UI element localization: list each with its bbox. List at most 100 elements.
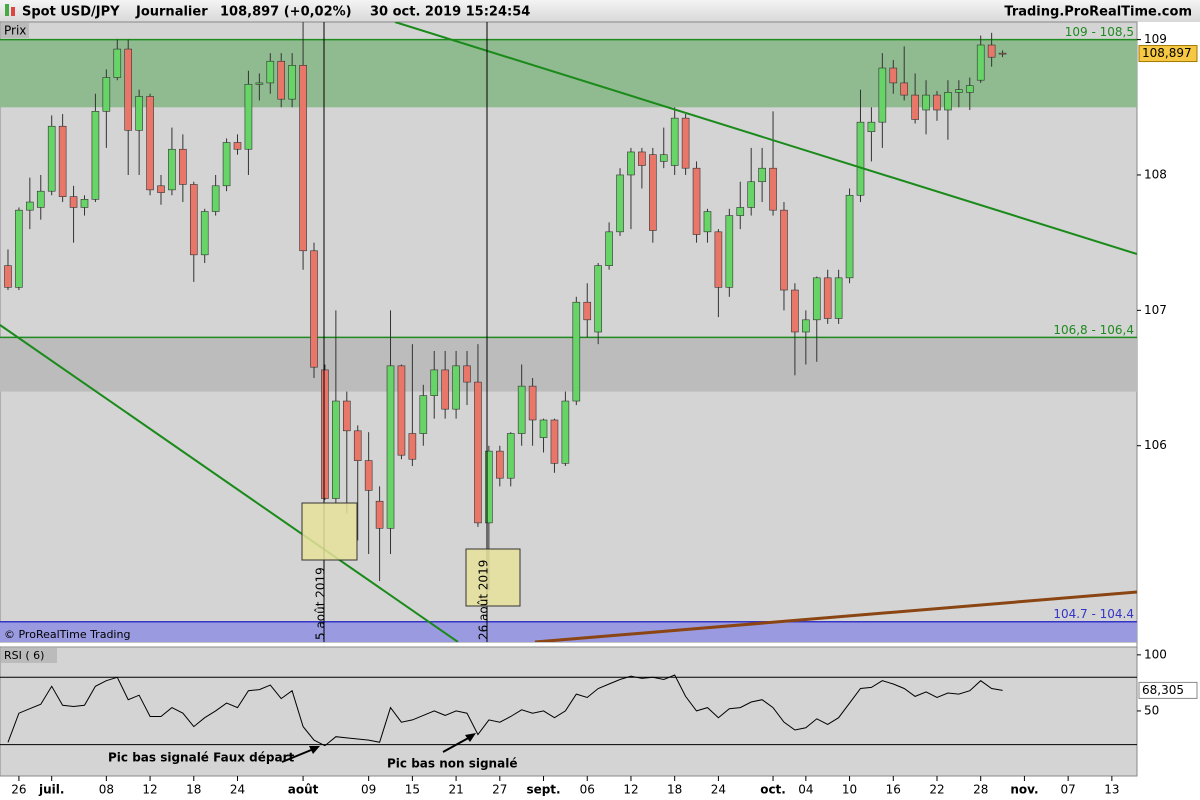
x-tick-label: sept. [526, 783, 560, 797]
candle-body [736, 207, 745, 216]
rsi-panel [0, 646, 1138, 777]
header-bar [0, 0, 1200, 22]
period: Journalier [135, 5, 208, 20]
y-tick-label: 107 [1144, 303, 1167, 317]
y-tick-label: 108 [1144, 167, 1167, 181]
candle-body [627, 151, 635, 176]
candle-body [36, 190, 45, 208]
candle-body [463, 365, 471, 383]
x-tick-label: 26 [11, 783, 26, 797]
arrow-head [465, 733, 476, 742]
candle-body [976, 44, 985, 81]
date-annotation: 5 août 2019 [314, 567, 328, 640]
candle-body [878, 67, 887, 123]
candle-body [419, 395, 428, 434]
candle-body [146, 96, 154, 191]
annotation: Pic bas non signalé [387, 757, 517, 771]
x-tick-label: août [288, 783, 319, 797]
candle-body [561, 400, 570, 464]
candle-body [80, 199, 89, 208]
candle-body [845, 194, 854, 279]
candle-body [233, 142, 242, 150]
x-tick-label: 06 [580, 783, 595, 797]
candle-body [408, 433, 417, 460]
candle-body [200, 211, 209, 256]
zone-label: 106,8 - 106,4 [1053, 323, 1134, 337]
zone [0, 337, 1137, 392]
trend-line [0, 324, 459, 642]
candle-body [288, 65, 296, 100]
trend-line [394, 22, 1137, 255]
candle-body [452, 365, 460, 410]
zone [0, 621, 1137, 642]
candle-body [714, 231, 723, 288]
candle-body [867, 121, 876, 132]
site: Trading.ProRealTime.com [1004, 5, 1192, 20]
candle-body [441, 369, 449, 410]
candle-body [670, 117, 679, 166]
x-tick-label: 15 [405, 783, 420, 797]
candle-body [965, 85, 974, 93]
candle-body [179, 148, 187, 185]
candle-body [605, 231, 613, 266]
candle-body [474, 381, 482, 524]
candle-body [922, 94, 930, 111]
candle-body [244, 83, 253, 150]
y-tick-label: 100 [1144, 647, 1167, 661]
label-tag [1, 648, 57, 663]
candle-body [397, 365, 406, 456]
x-tick-label: 04 [798, 783, 813, 797]
x-tick-label: nov. [1010, 783, 1038, 797]
y-tick-label: 106 [1144, 438, 1167, 452]
candle-body [758, 167, 766, 183]
candle-body [26, 201, 34, 211]
candle-body [135, 96, 143, 131]
candle-body [944, 92, 952, 111]
x-tick-label: 10 [842, 783, 857, 797]
candle-body [998, 52, 1007, 55]
candle-body [955, 89, 963, 93]
copyright: © ProRealTime Trading [4, 628, 130, 641]
candle-body [681, 117, 690, 169]
candle-body [747, 181, 755, 208]
candle-body [638, 151, 646, 166]
candle-body [332, 400, 340, 499]
candle-body [987, 44, 996, 58]
rsi-line [7, 674, 1003, 747]
x-tick-label: oct. [760, 783, 786, 797]
candle-body [594, 265, 602, 333]
candle-body [189, 184, 198, 256]
candle-body [769, 167, 777, 211]
date-annotation: 26 août 2019 [477, 560, 491, 640]
candle-body [255, 82, 264, 85]
x-tick-label: 28 [973, 783, 988, 797]
candle-body [58, 125, 67, 197]
x-tick-label: 21 [448, 783, 463, 797]
last-value-label: 68,305 [1142, 683, 1184, 697]
candle-body [692, 167, 701, 235]
title: Spot USD/JPY [22, 5, 120, 20]
candle-body [168, 148, 176, 191]
candle-body [802, 319, 810, 333]
icon [5, 4, 9, 16]
candle-body [528, 385, 537, 421]
candle-body [15, 209, 23, 288]
candle-body [310, 250, 318, 368]
x-tick-label: 07 [1061, 783, 1076, 797]
candle-body [222, 142, 231, 187]
arrow-head [309, 746, 320, 754]
candle-body [900, 82, 909, 96]
highlight-box [301, 502, 358, 561]
candle-body [780, 209, 788, 291]
zone [0, 39, 1137, 108]
label-tag [1, 23, 29, 38]
x-tick-label: 13 [1104, 783, 1119, 797]
x-tick-label: 08 [99, 783, 114, 797]
candle-body [299, 65, 307, 252]
x-tick-label: 22 [929, 783, 944, 797]
candle-body [430, 369, 439, 396]
x-tick-label: 12 [623, 783, 638, 797]
candle-body [47, 125, 56, 192]
candle-body [124, 48, 133, 131]
candle-body [703, 211, 712, 233]
